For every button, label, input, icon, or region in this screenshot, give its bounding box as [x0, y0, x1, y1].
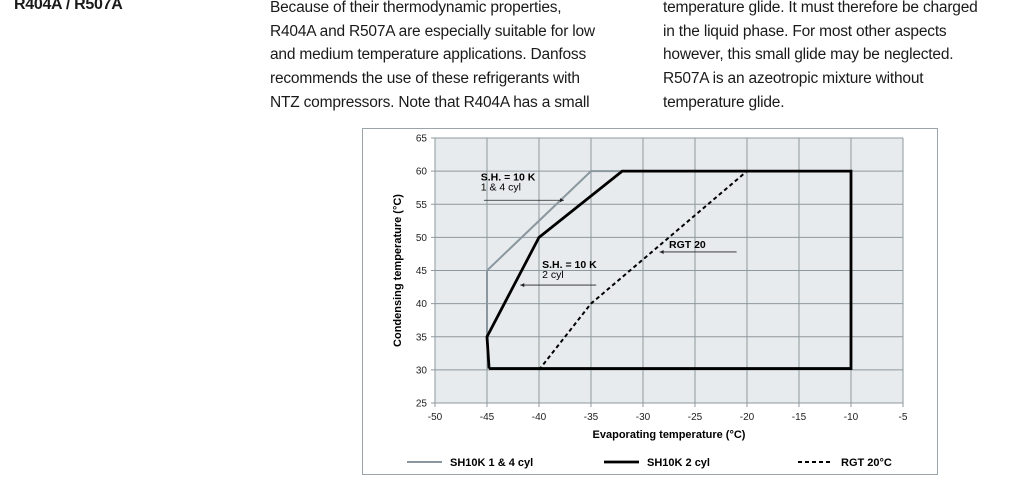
arrowhead-icon — [659, 249, 664, 254]
y-tick-label: 60 — [416, 167, 428, 178]
y-axis-label: Condensing temperature (°C) — [392, 194, 404, 347]
annotation-label: RGT 20 — [669, 239, 706, 251]
text-line: recommends the use of these refrigerants… — [270, 70, 580, 88]
text-line: temperature glide. It must therefore be … — [663, 0, 978, 16]
x-tick-label: -40 — [532, 412, 547, 423]
x-tick-label: -15 — [792, 412, 807, 423]
x-tick-label: -50 — [428, 412, 443, 423]
text-line: R404A and R507A are especially suitable … — [270, 22, 595, 40]
arrowhead-icon — [520, 283, 525, 288]
legend-label: SH10K 1 & 4 cyl — [450, 457, 533, 469]
x-tick-label: -45 — [480, 412, 495, 423]
y-tick-label: 35 — [416, 332, 428, 343]
annotation-label: S.H. = 10 K — [481, 171, 536, 183]
y-tick-label: 65 — [416, 134, 428, 145]
series-line-2 — [485, 169, 853, 370]
y-tick-label: 25 — [416, 399, 428, 410]
operating-envelope-chart: -50 -45 -40 -35 -30 -25 -20 -15 -10 -5 25 30 35 40 45 5… — [362, 128, 938, 475]
text-line: R507A is an azeotropic mixture without — [663, 70, 924, 88]
text-column-1: Because of their thermodynamic propertie… — [270, 0, 595, 115]
text-line: however, this small glide may be neglect… — [663, 46, 954, 64]
y-tick-label: 50 — [416, 233, 428, 244]
annotation-label: S.H. = 10 K — [542, 259, 597, 271]
annotation-label: 1 & 4 cyl — [481, 181, 521, 193]
x-tick-label: -30 — [636, 412, 651, 423]
section-heading: R404A / R507A — [14, 0, 123, 13]
text-line: temperature glide. — [663, 93, 785, 111]
text-line: Because of their thermodynamic propertie… — [270, 0, 562, 16]
series-line-1 — [486, 170, 623, 337]
x-tick-label: -25 — [688, 412, 703, 423]
text-column-2: temperature glide. It must therefore be … — [663, 0, 978, 115]
text-line: in the liquid phase. For most other aspe… — [663, 22, 947, 40]
x-tick-label: -10 — [844, 412, 859, 423]
y-tick-label: 40 — [416, 299, 428, 310]
annotation-label: 2 cyl — [542, 269, 564, 281]
x-axis-label: Evaporating temperature (°C) — [593, 429, 746, 441]
arrowhead-icon — [559, 198, 564, 203]
legend-label: RGT 20°C — [841, 457, 892, 469]
y-tick-label: 55 — [416, 200, 428, 211]
y-tick-label: 30 — [416, 365, 428, 376]
legend-label: SH10K 2 cyl — [647, 457, 710, 469]
text-line: NTZ compressors. Note that R404A has a s… — [270, 93, 590, 111]
x-tick-label: -5 — [899, 412, 908, 423]
text-line: and medium temperature applications. Dan… — [270, 46, 587, 64]
series-line-3 — [538, 170, 748, 371]
x-tick-label: -35 — [584, 412, 599, 423]
x-tick-label: -20 — [740, 412, 755, 423]
y-tick-label: 45 — [416, 266, 428, 277]
